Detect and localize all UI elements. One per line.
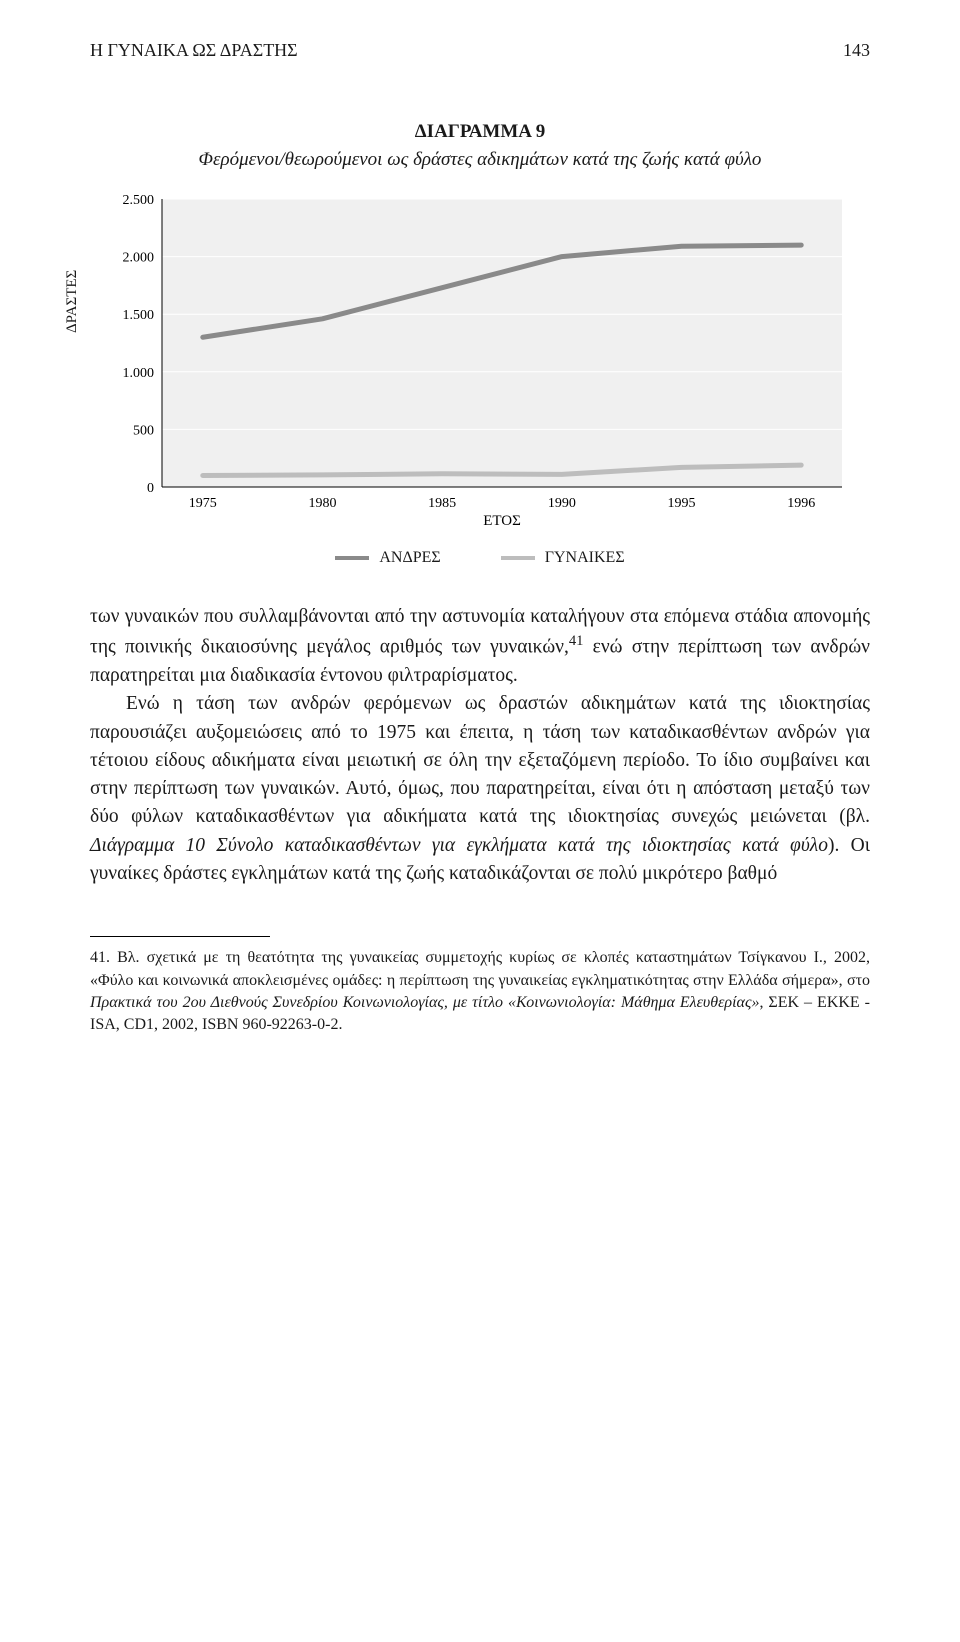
svg-text:ΕΤΟΣ: ΕΤΟΣ bbox=[483, 513, 521, 527]
page-number: 143 bbox=[843, 40, 870, 61]
chart-legend: ΑΝΔΡΕΣ ΓΥΝΑΙΚΕΣ bbox=[90, 549, 870, 567]
figure-title: ΔΙΑΓΡΑΜΜΑ 9 bbox=[90, 121, 870, 143]
p1-footnote-ref: 41 bbox=[569, 633, 584, 649]
p2-text-a: Ενώ η τάση των ανδρών φερόμενων ως δραστ… bbox=[90, 693, 870, 827]
body-text: των γυναικών που συλλαμβάνονται από την … bbox=[90, 603, 870, 888]
yaxis-label: ΔΡΑΣΤΕΣ bbox=[64, 270, 81, 333]
svg-text:500: 500 bbox=[133, 423, 154, 438]
svg-text:2.000: 2.000 bbox=[123, 251, 155, 266]
footnote-41: 41. Βλ. σχετικά με τη θεατότητα της γυνα… bbox=[90, 947, 870, 1037]
figure-subtitle: Φερόμενοι/θεωρούμενοι ως δράστες αδικημά… bbox=[90, 149, 870, 171]
legend-item-men: ΑΝΔΡΕΣ bbox=[335, 549, 440, 567]
svg-text:0: 0 bbox=[147, 481, 154, 496]
legend-label-women: ΓΥΝΑΙΚΕΣ bbox=[545, 549, 625, 567]
svg-text:1995: 1995 bbox=[668, 496, 696, 511]
svg-text:2.500: 2.500 bbox=[123, 193, 155, 208]
paragraph-1: των γυναικών που συλλαμβάνονται από την … bbox=[90, 603, 870, 690]
footnote-italic: Πρακτικά του 2ου Διεθνούς Συνεδρίου Κοιν… bbox=[90, 994, 759, 1011]
legend-label-men: ΑΝΔΡΕΣ bbox=[379, 549, 440, 567]
svg-text:1980: 1980 bbox=[308, 496, 336, 511]
legend-item-women: ΓΥΝΑΙΚΕΣ bbox=[501, 549, 625, 567]
svg-text:1990: 1990 bbox=[548, 496, 576, 511]
legend-swatch-women bbox=[501, 556, 535, 560]
chart-container: ΔΡΑΣΤΕΣ 05001.0001.5002.0002.50019751980… bbox=[100, 187, 860, 527]
running-title: Η ΓΥΝΑΙΚΑ ΩΣ ΔΡΑΣΤΗΣ bbox=[90, 40, 298, 61]
svg-text:1.500: 1.500 bbox=[123, 308, 155, 323]
running-header: Η ΓΥΝΑΙΚΑ ΩΣ ΔΡΑΣΤΗΣ 143 bbox=[90, 40, 870, 61]
line-chart: 0 500 1.000 1.500 2.000 2.500 1975 1980 1985 1990… bbox=[100, 187, 860, 527]
legend-swatch-men bbox=[335, 556, 369, 560]
svg-text:1.000: 1.000 bbox=[123, 366, 155, 381]
p2-italic: Διάγραμμα 10 Σύνολο καταδικασθέντων για … bbox=[90, 835, 828, 856]
footnote-text-a: Βλ. σχετικά με τη θεατότητα της γυναικεί… bbox=[90, 949, 870, 988]
svg-text:1975: 1975 bbox=[189, 496, 217, 511]
svg-text:1996: 1996 bbox=[787, 496, 815, 511]
footnote-number: 41. bbox=[90, 949, 110, 966]
footnote-rule bbox=[90, 936, 270, 937]
paragraph-2: Ενώ η τάση των ανδρών φερόμενων ως δραστ… bbox=[90, 690, 870, 888]
svg-text:1985: 1985 bbox=[428, 496, 456, 511]
